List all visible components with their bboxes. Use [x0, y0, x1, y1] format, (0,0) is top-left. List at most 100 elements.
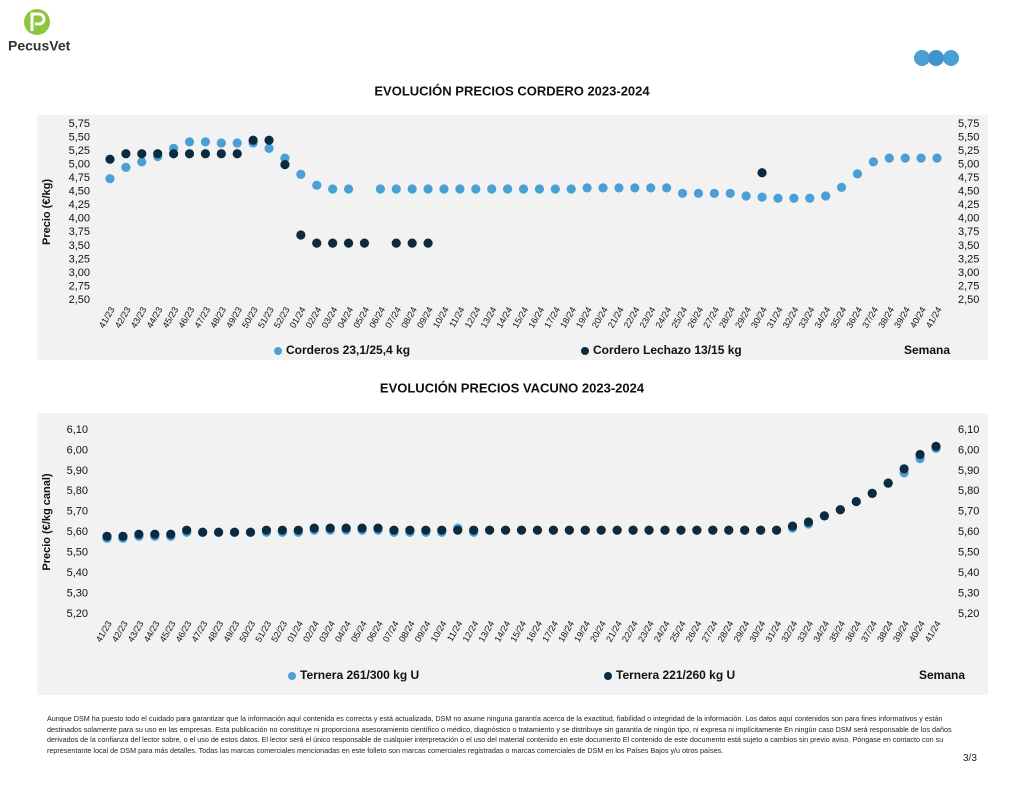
y-tick-label: 3,50 [69, 240, 90, 252]
data-point [692, 525, 702, 535]
data-point [391, 238, 401, 248]
data-point [293, 525, 303, 535]
decor-dot [943, 50, 959, 66]
data-point [455, 184, 465, 194]
chart-title: EVOLUCIÓN PRECIOS VACUNO 2023-2024 [380, 380, 645, 395]
data-point [596, 525, 606, 535]
data-point [757, 192, 767, 202]
data-point [245, 527, 256, 537]
data-point [662, 183, 672, 193]
data-point [724, 525, 734, 535]
data-point [229, 527, 240, 537]
data-point [693, 188, 704, 198]
data-point [741, 191, 751, 201]
x-axis-label: Semana [904, 343, 950, 357]
decor-dot [914, 50, 930, 66]
y2-tick-label: 6,10 [958, 424, 979, 436]
data-point [213, 527, 224, 537]
y2-tick-label: 5,25 [958, 145, 979, 157]
data-point [182, 525, 192, 535]
y-tick-label: 5,20 [67, 608, 88, 620]
data-point [198, 527, 208, 537]
data-point [612, 525, 622, 535]
y2-tick-label: 3,50 [958, 240, 979, 252]
y2-tick-label: 4,25 [958, 199, 979, 211]
data-point [325, 523, 335, 533]
data-point [789, 193, 799, 203]
y-tick-label: 5,25 [69, 145, 90, 157]
y2-tick-label: 4,50 [958, 186, 979, 198]
data-point [677, 188, 688, 198]
data-point [500, 525, 511, 535]
legend-label: Ternera 261/300 kg U [300, 668, 419, 682]
data-point [471, 184, 481, 194]
data-point [280, 160, 290, 170]
data-point [709, 188, 719, 198]
y-tick-label: 3,00 [69, 267, 90, 279]
data-point [184, 149, 195, 159]
data-point [280, 153, 290, 163]
legend-label: Cordero Lechazo 13/15 kg [593, 343, 742, 357]
data-point [899, 464, 909, 474]
data-point [805, 193, 815, 203]
y2-tick-label: 5,30 [958, 587, 979, 599]
y-tick-label: 5,40 [67, 567, 88, 579]
chart-panel [37, 413, 988, 695]
data-point [644, 525, 654, 535]
data-point [485, 525, 495, 535]
y-tick-label: 3,75 [69, 226, 90, 238]
y-tick-label: 5,60 [67, 526, 88, 538]
data-point [375, 184, 385, 194]
data-point [437, 525, 447, 535]
data-point [169, 149, 179, 159]
data-point [580, 525, 590, 535]
x-axis-label: Semana [919, 668, 965, 682]
data-point [277, 525, 287, 535]
data-point [248, 135, 258, 145]
data-point [821, 191, 831, 201]
data-point [405, 525, 415, 535]
data-point [867, 488, 877, 498]
data-point [725, 188, 735, 198]
data-point [550, 184, 560, 194]
data-point [232, 149, 242, 159]
data-point [502, 184, 513, 194]
y-tick-label: 5,80 [67, 485, 88, 497]
legend-marker [581, 347, 589, 355]
y-tick-label: 6,10 [67, 424, 88, 436]
data-point [787, 521, 798, 531]
data-point [518, 184, 529, 194]
data-point [343, 184, 354, 194]
data-point [232, 138, 242, 148]
y-tick-label: 6,00 [67, 444, 88, 456]
data-point [264, 135, 274, 145]
data-point [357, 523, 367, 533]
data-point [137, 149, 147, 159]
data-point [931, 441, 941, 451]
data-point [516, 525, 527, 535]
data-point [614, 183, 624, 193]
y-axis-label: Precio (€/kg) [41, 179, 53, 245]
data-point [118, 531, 128, 541]
brand: PecusVet [8, 38, 71, 54]
data-point [121, 162, 131, 172]
data-point [264, 143, 274, 153]
y-tick-label: 2,50 [69, 294, 90, 306]
data-point [389, 525, 399, 535]
decor-dot [928, 50, 944, 66]
legend-label: Corderos 23,1/25,4 kg [286, 343, 410, 357]
y-tick-label: 5,75 [69, 118, 90, 130]
data-point [771, 525, 782, 535]
data-point [868, 157, 878, 167]
data-point [200, 137, 211, 147]
data-point [646, 183, 656, 193]
y-tick-label: 2,75 [69, 280, 90, 292]
logo-glyph [30, 12, 46, 31]
data-point [803, 517, 814, 527]
data-point [582, 183, 592, 193]
data-point [916, 153, 926, 163]
data-point [105, 174, 115, 184]
data-point [296, 169, 306, 179]
